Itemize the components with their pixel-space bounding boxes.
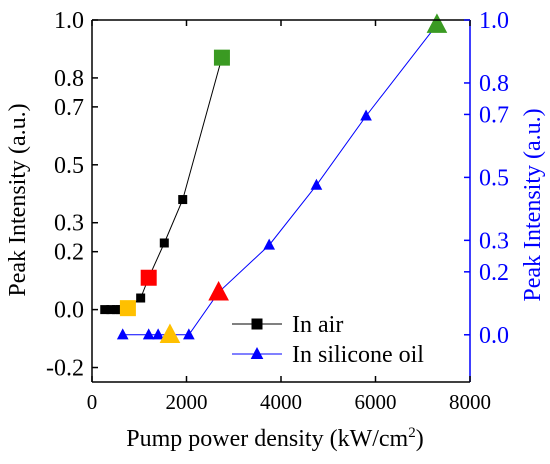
y-left-tick-label: 0.5 xyxy=(54,153,84,179)
y-axis-title-right: Peak Intensity (a.u.) xyxy=(520,108,546,301)
data-point xyxy=(263,238,276,250)
y-right-tick-label: 0.0 xyxy=(479,323,509,349)
y-right-tick-label: 0.5 xyxy=(479,165,509,191)
y-right-tick-label: 0.3 xyxy=(479,228,509,254)
series-line xyxy=(122,24,438,336)
data-point xyxy=(136,293,146,303)
legend-label: In silicone oil xyxy=(292,342,424,368)
legend: In air In silicone oil xyxy=(232,312,424,368)
highlight-point xyxy=(159,323,181,343)
legend-marker xyxy=(251,318,263,330)
highlight-point xyxy=(426,13,448,33)
legend-marker xyxy=(250,346,264,359)
data-point xyxy=(178,195,188,205)
x-axis-title-main: Pump power density (kW/cm xyxy=(126,426,408,452)
x-tick-label: 2000 xyxy=(166,390,208,414)
data-point xyxy=(310,178,323,190)
data-point xyxy=(152,328,164,340)
y-left-tick-label: -0.2 xyxy=(46,356,84,382)
y-left-tick-label: 0.0 xyxy=(54,298,84,324)
x-axis-title-suffix: ) xyxy=(416,426,424,452)
y-right-tick-label: 0.7 xyxy=(479,102,509,128)
y-right-tick-label: 0.8 xyxy=(479,71,509,97)
x-axis-title: Pump power density (kW/cm2) xyxy=(126,425,423,452)
x-tick-label: 6000 xyxy=(355,390,397,414)
legend-label: In air xyxy=(292,312,343,338)
y-left-tick-label: 0.3 xyxy=(54,211,84,237)
data-point xyxy=(142,328,155,340)
y-left-tick-label: 0.8 xyxy=(54,66,84,92)
x-tick-label: 4000 xyxy=(260,390,302,414)
y-right-tick-label: 0.2 xyxy=(479,260,509,286)
highlight-point xyxy=(213,49,230,66)
data-point xyxy=(360,109,372,121)
y-left-tick-label: 0.7 xyxy=(54,95,84,121)
axis-layer: 0 2000 4000 6000 8000 -0.2 0.0 0.2 0.3 0.5 0.7 0.8 1… xyxy=(46,8,509,414)
y-axis-title-left: Peak Intensity (a.u.) xyxy=(5,103,31,296)
x-tick-label: 8000 xyxy=(449,390,491,414)
data-point xyxy=(183,328,195,340)
highlight-layer xyxy=(119,13,448,343)
x-axis-title-superscript: 2 xyxy=(408,425,416,441)
series-layer xyxy=(100,18,443,340)
highlight-point xyxy=(119,300,136,317)
x-tick-label: 0 xyxy=(87,390,98,414)
highlight-point xyxy=(140,269,157,286)
y-left-tick-label: 0.2 xyxy=(54,240,84,266)
y-left-tick-label: 1.0 xyxy=(54,8,84,34)
y-right-tick-label: 1.0 xyxy=(479,8,509,34)
highlight-point xyxy=(208,280,229,301)
data-point xyxy=(116,328,129,340)
data-point xyxy=(159,238,169,248)
series-line xyxy=(104,57,223,311)
